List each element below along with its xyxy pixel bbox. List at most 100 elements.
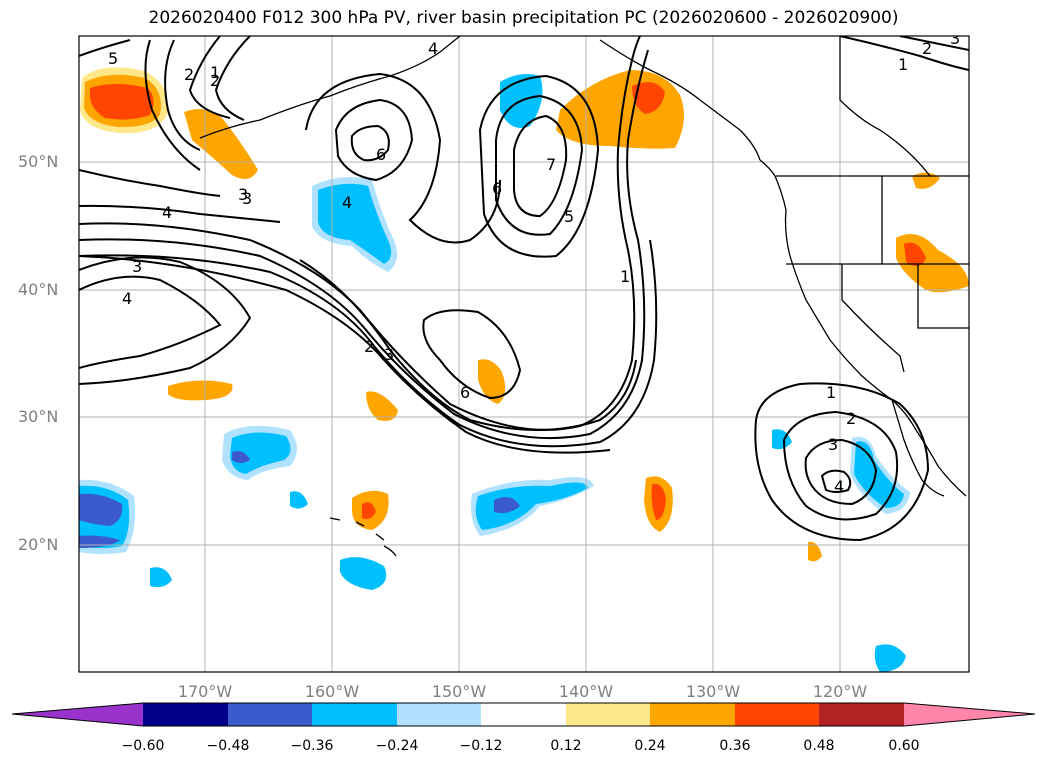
coast-gulf-of-alaska (599, 39, 761, 161)
shade-negative-west-subtropic-peak (232, 451, 250, 463)
colorbar-extend-low (12, 703, 143, 726)
contour-main-trough-4 (79, 255, 611, 454)
contour-4-west (79, 275, 222, 369)
shade-negative-south-central-peak (494, 497, 520, 514)
map-title: 2026020400 F012 300 hPa PV, river basin … (148, 8, 899, 28)
colorbar-bin (397, 703, 481, 726)
contour-label: 3 (828, 435, 838, 454)
colorbar-extend-high (904, 703, 1035, 726)
border-state4 (841, 264, 905, 373)
colorbar-bin (566, 703, 650, 726)
contour-cutoff-4 (820, 469, 852, 493)
lon-label: 130°W (685, 682, 741, 701)
contour-2-ridge (144, 39, 201, 171)
colorbar-bin (312, 703, 397, 726)
contour-5-closed (478, 74, 600, 258)
contour-main-trough-2 (79, 49, 649, 439)
lon-label: 140°W (558, 682, 614, 701)
contour-label: 4 (834, 477, 844, 496)
contour-label: 4 (122, 289, 132, 308)
shade-negative-central-core (318, 183, 392, 264)
coast-alaska-peninsula (199, 36, 461, 139)
shade-positive-sw2 (168, 380, 233, 401)
contour-7-closed (513, 114, 568, 218)
map-plot-area: 5 2 1 6 3 4 4 6 5 7 4 1 2 3 3 4 2 3 6 1 … (79, 36, 969, 672)
lon-label: 160°W (304, 682, 360, 701)
contour-label: 6 (376, 145, 386, 164)
contour-label: 1 (210, 63, 220, 82)
contour-6-closed (495, 94, 584, 236)
shade-positive-sw1 (478, 359, 506, 404)
contour-1-ridge (164, 39, 201, 151)
precip-shading (79, 67, 969, 672)
contour-cutoff-1 (754, 382, 930, 542)
shade-positive-idaho (912, 172, 940, 189)
border-alaska-canada (839, 36, 931, 177)
colorbar-tick-label: 0.48 (803, 738, 835, 754)
contour-1-north (839, 36, 969, 71)
shade-negative-small1 (290, 491, 308, 509)
shade-negative-west-subtropic-core (230, 432, 291, 474)
contour-6-closed-north (350, 124, 390, 162)
contour-label: 2 (846, 409, 856, 428)
coast-hawaii (329, 517, 397, 557)
coast-us-west (784, 209, 967, 497)
lon-label: 150°W (431, 682, 487, 701)
contour-main-trough-3 (79, 239, 658, 448)
contour-4-west-north (79, 204, 281, 223)
contour-3-main (299, 259, 637, 431)
contour-label: 4 (162, 203, 172, 222)
shade-positive-sierra-peak (904, 242, 926, 267)
contour-cutoff-2 (782, 410, 899, 521)
contour-label: 4 (428, 39, 438, 58)
contour-ridge-2 (214, 36, 251, 121)
contour-label: 5 (108, 49, 118, 68)
colorbar-bin (735, 703, 819, 726)
contour-3-west (79, 256, 252, 385)
colorbar-tick-label: −0.36 (290, 738, 334, 754)
coast-bc (759, 159, 787, 211)
shade-negative-south (874, 644, 906, 672)
colorbar-bin (481, 703, 566, 726)
shade-positive-baja (808, 541, 822, 562)
contour-5-west (79, 169, 221, 197)
shade-negative-far-west-peak (79, 493, 123, 526)
colorbar-tick-label: −0.48 (206, 738, 250, 754)
shade-positive-aleutian (184, 109, 258, 179)
contour-label: 2 (210, 71, 220, 90)
colorbar-bin (819, 703, 904, 726)
shade-positive-nw-peak (90, 84, 154, 120)
colorbar-tick-label: 0.36 (719, 738, 751, 754)
contour-5-closed-north (334, 98, 414, 182)
lon-label: 120°W (812, 682, 868, 701)
contour-ridge-1 (188, 36, 231, 119)
lon-label: 170°W (177, 682, 233, 701)
contour-label: 6 (492, 179, 502, 198)
colorbar-tick-label: −0.24 (375, 738, 419, 754)
shade-positive-gulf-peak (632, 82, 665, 114)
shade-negative-hawaii-south (340, 557, 387, 590)
contour-5-top-left (79, 39, 131, 57)
lat-label: 30°N (18, 407, 59, 426)
contour-label: 1 (620, 267, 630, 286)
contour-label: 4 (342, 193, 352, 212)
coastlines (199, 36, 969, 557)
contour-label: 3 (238, 185, 248, 204)
contour-labels: 5 2 1 6 3 4 4 6 5 7 4 1 2 3 3 4 2 3 6 1 … (108, 36, 960, 496)
lat-label: 40°N (18, 280, 59, 299)
shade-positive-east-pacific-peak (651, 483, 666, 520)
colorbar-bin (228, 703, 312, 726)
coast-baja (891, 399, 945, 497)
contour-label: 1 (826, 383, 836, 402)
colorbar-bin (143, 703, 228, 726)
colorbar-bin (650, 703, 735, 726)
contour-cutoff-3 (804, 438, 878, 506)
pv-contours (79, 36, 969, 542)
colorbar (11, 702, 1036, 727)
colorbar-tick-label: −0.60 (121, 738, 165, 754)
colorbar-tick-label: 0.12 (550, 738, 582, 754)
colorbar-tick-label: −0.12 (459, 738, 503, 754)
shade-positive-sierra (896, 234, 969, 293)
contour-2-north (899, 36, 969, 51)
